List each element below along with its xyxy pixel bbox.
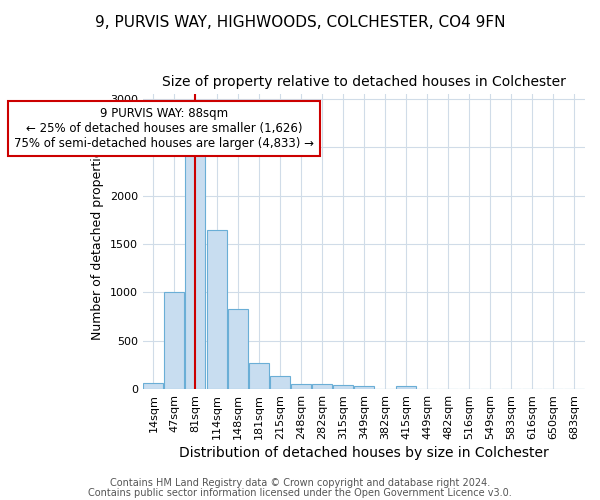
- Bar: [270, 376, 290, 389]
- X-axis label: Distribution of detached houses by size in Colchester: Distribution of detached houses by size …: [179, 446, 549, 460]
- Text: 9 PURVIS WAY: 88sqm
← 25% of detached houses are smaller (1,626)
75% of semi-det: 9 PURVIS WAY: 88sqm ← 25% of detached ho…: [14, 107, 314, 150]
- Text: Contains HM Land Registry data © Crown copyright and database right 2024.: Contains HM Land Registry data © Crown c…: [110, 478, 490, 488]
- Bar: [227, 309, 248, 389]
- Bar: [164, 292, 184, 389]
- Text: 9, PURVIS WAY, HIGHWOODS, COLCHESTER, CO4 9FN: 9, PURVIS WAY, HIGHWOODS, COLCHESTER, CO…: [95, 15, 505, 30]
- Bar: [206, 230, 227, 389]
- Y-axis label: Number of detached properties: Number of detached properties: [91, 143, 104, 340]
- Bar: [185, 150, 205, 389]
- Title: Size of property relative to detached houses in Colchester: Size of property relative to detached ho…: [162, 75, 566, 89]
- Bar: [291, 384, 311, 389]
- Bar: [396, 386, 416, 389]
- Text: Contains public sector information licensed under the Open Government Licence v3: Contains public sector information licen…: [88, 488, 512, 498]
- Bar: [354, 386, 374, 389]
- Bar: [143, 384, 163, 389]
- Bar: [248, 363, 269, 389]
- Bar: [333, 385, 353, 389]
- Bar: [312, 384, 332, 389]
